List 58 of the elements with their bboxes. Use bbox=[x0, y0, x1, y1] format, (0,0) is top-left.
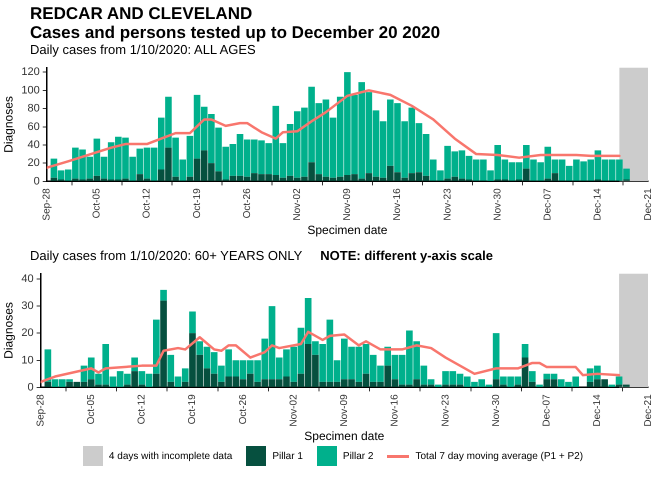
x-tick-label: Nov-16 bbox=[390, 394, 401, 427]
x-tick-label: Oct-19 bbox=[187, 394, 198, 424]
x-tick-label: Oct-05 bbox=[92, 188, 103, 218]
bar bbox=[189, 312, 196, 334]
x-tick-label: Sep-28 bbox=[35, 394, 46, 427]
x-tick-label: Nov-23 bbox=[442, 188, 454, 221]
y-tick-label: 10 bbox=[21, 354, 34, 366]
y-tick-label: 20 bbox=[28, 157, 40, 170]
legend-label: Pillar 2 bbox=[342, 450, 374, 462]
y-tick-label: 0 bbox=[34, 175, 40, 188]
y-tick-label: 60 bbox=[28, 120, 40, 133]
x-tick-label: Nov-09 bbox=[339, 394, 350, 427]
y-axis-title: Diagnoses bbox=[2, 302, 16, 359]
chart-title: Daily cases from 1/10/2020: 60+ YEARS ONLY bbox=[30, 248, 302, 263]
x-axis-title: Specimen date bbox=[304, 429, 385, 444]
bar bbox=[522, 344, 528, 358]
y-tick-label: 80 bbox=[28, 102, 40, 115]
text: NOTE: different y-axis scale bbox=[320, 248, 493, 263]
y-tick-label: 120 bbox=[21, 66, 40, 78]
bar bbox=[153, 320, 160, 374]
x-tick-label: Dec-07 bbox=[542, 394, 553, 427]
text: Daily cases from 1/10/2020: ALL AGES bbox=[29, 42, 257, 58]
bar bbox=[160, 290, 167, 301]
x-tick-label: Nov-23 bbox=[440, 394, 452, 427]
x-tick-label: Nov-30 bbox=[492, 188, 504, 221]
x-tick-label: Oct-19 bbox=[192, 188, 203, 218]
x-tick-label: Sep-28 bbox=[42, 188, 53, 221]
x-tick-label: Oct-26 bbox=[238, 394, 249, 424]
x-axis-title: Specimen date bbox=[307, 223, 388, 238]
chart-title: REDCAR AND CLEVELAND bbox=[30, 4, 254, 23]
x-tick-label: Oct-05 bbox=[86, 394, 97, 424]
x-tick-label: Nov-30 bbox=[490, 394, 502, 427]
y-tick-label: 100 bbox=[21, 84, 40, 96]
x-tick-label: Oct-26 bbox=[242, 188, 253, 218]
x-tick-label: Nov-16 bbox=[392, 188, 404, 221]
x-tick-label: Nov-02 bbox=[292, 188, 304, 221]
y-tick-label: 30 bbox=[21, 300, 34, 312]
y-tick-label: 0 bbox=[28, 381, 34, 394]
chart-subtitle: Cases and persons tested up to December 20 2020 bbox=[30, 23, 442, 42]
x-tick-label: Nov-09 bbox=[342, 188, 354, 221]
legend-label: 4 days with incomplete data bbox=[108, 450, 232, 462]
bar bbox=[44, 382, 52, 387]
legend-label: Total 7 day moving average (P1 + P2) bbox=[415, 450, 584, 462]
x-tick-label: Dec-14 bbox=[592, 188, 604, 221]
legend-label: Pillar 1 bbox=[272, 450, 303, 462]
x-tick-label: Nov-02 bbox=[288, 394, 300, 427]
y-tick-label: 40 bbox=[21, 273, 34, 286]
x-tick-label: Dec-21 bbox=[642, 394, 654, 427]
x-tick-label: Dec-14 bbox=[592, 394, 604, 427]
bar bbox=[616, 376, 622, 385]
x-tick-label: Oct-12 bbox=[142, 188, 153, 218]
x-tick-label: Dec-21 bbox=[642, 188, 654, 221]
y-axis-title: Diagnoses bbox=[2, 96, 16, 153]
bar bbox=[528, 371, 536, 382]
x-tick-label: Oct-12 bbox=[136, 394, 148, 424]
y-tick-label: 40 bbox=[28, 138, 40, 151]
x-tick-label: Dec-07 bbox=[542, 188, 554, 221]
y-tick-label: 20 bbox=[21, 327, 34, 340]
